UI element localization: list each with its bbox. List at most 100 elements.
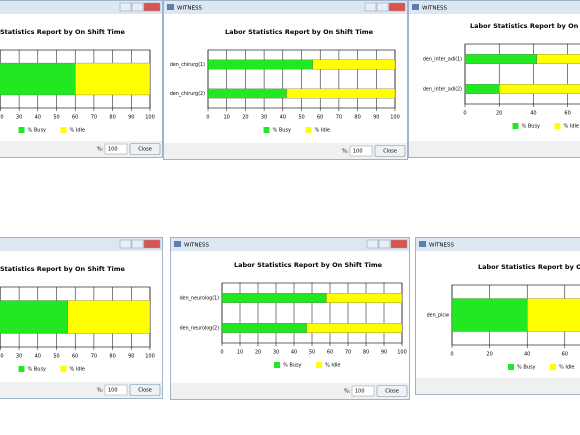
x-tick-label: 30 <box>16 354 22 360</box>
maximize-button[interactable] <box>378 239 391 249</box>
close-button-label: Close <box>385 389 399 395</box>
bar-segment <box>207 88 287 99</box>
x-tick-label: 70 <box>91 115 97 121</box>
window: Statistics Report by On Shift Time 20 30 40… <box>0 0 163 158</box>
bar-segment <box>207 59 313 70</box>
zoom-value: 100 <box>108 147 118 153</box>
close-button[interactable] <box>376 385 408 397</box>
title-bar <box>409 1 580 14</box>
x-tick-label: 100 <box>390 115 400 121</box>
zoom-box[interactable] <box>104 384 128 396</box>
x-tick-label: 30 <box>261 115 267 121</box>
zoom-label: %: <box>342 149 349 155</box>
legend-swatch <box>554 123 561 129</box>
zoom-label: %: <box>97 147 104 153</box>
close-window-button[interactable] <box>143 2 161 12</box>
x-tick-label: 0 <box>220 350 223 356</box>
x-tick-label: 60 <box>72 354 78 360</box>
x-tick-label: 50 <box>53 115 59 121</box>
minimize-button[interactable] <box>119 239 132 249</box>
zoom-box[interactable] <box>349 145 373 157</box>
x-tick-label: 60 <box>327 350 333 356</box>
close-button-label: Close <box>138 388 152 394</box>
zoom-value: 100 <box>355 389 365 395</box>
legend-label: % Busy <box>517 365 536 371</box>
close-button[interactable] <box>129 384 161 396</box>
legend-label: % Idle <box>559 365 574 371</box>
legend-label: % Idle <box>325 363 340 369</box>
x-tick-label: 40 <box>35 115 41 121</box>
x-tick-label: 40 <box>291 350 297 356</box>
legend-swatch <box>18 127 25 133</box>
x-tick-label: 80 <box>354 115 360 121</box>
legend-label: % Busy <box>283 363 302 369</box>
x-tick-label: 30 <box>16 115 22 121</box>
x-tick-label: 90 <box>128 115 134 121</box>
x-tick-label: 100 <box>145 354 155 360</box>
x-tick-label: 40 <box>524 352 530 358</box>
x-tick-label: 0 <box>450 352 453 358</box>
window: WITNESS Labor Statistics Report by On Shi… <box>408 0 580 158</box>
app-icon <box>174 241 181 247</box>
bar-segment <box>527 298 580 332</box>
legend-label: % Busy <box>28 367 47 373</box>
bar-segment <box>286 88 396 99</box>
maximize-button[interactable] <box>131 2 144 12</box>
legend-label: % Idle <box>70 128 85 134</box>
close-window-button[interactable] <box>388 2 406 12</box>
close-button[interactable] <box>129 143 161 155</box>
x-tick-label: 40 <box>530 111 536 117</box>
x-tick-label: 0 <box>463 111 466 117</box>
minimize-button[interactable] <box>366 239 379 249</box>
x-tick-label: 60 <box>562 352 568 358</box>
window: WITNESS Labor Statistics Report by On Shi… <box>163 0 408 160</box>
legend-label: % Idle <box>564 124 579 130</box>
bar-segment <box>221 323 307 333</box>
chart-title: Labor Statistics Report by On Shift Time <box>470 22 580 30</box>
close-button-label: Close <box>138 147 152 153</box>
status-strip <box>416 378 580 394</box>
zoom-value: 100 <box>108 388 118 394</box>
x-tick-label: 50 <box>53 354 59 360</box>
legend-swatch <box>274 362 280 368</box>
x-tick-label: 20 <box>0 354 4 360</box>
x-tick-label: 70 <box>345 350 351 356</box>
legend-swatch <box>60 127 67 133</box>
minimize-button[interactable] <box>364 2 377 12</box>
legend-swatch <box>512 123 519 129</box>
bar-segment <box>67 300 151 334</box>
legend-swatch <box>305 127 312 133</box>
bar-segment <box>536 54 580 64</box>
bar-segment <box>306 323 403 333</box>
category-label: den_neurolog(1) <box>180 296 220 302</box>
title-bar <box>171 238 409 251</box>
zoom-box[interactable] <box>351 385 375 397</box>
window: WITNESS Labor Statistics Report by On Shi… <box>170 237 410 400</box>
minimize-button[interactable] <box>119 2 132 12</box>
title-bar <box>164 1 407 14</box>
legend-swatch <box>263 127 270 133</box>
x-tick-label: 50 <box>298 115 304 121</box>
maximize-button[interactable] <box>131 239 144 249</box>
maximize-button[interactable] <box>376 2 389 12</box>
x-tick-label: 10 <box>237 350 243 356</box>
x-tick-label: 60 <box>317 115 323 121</box>
close-window-button[interactable] <box>390 239 408 249</box>
x-tick-label: 20 <box>242 115 248 121</box>
bar-segment <box>464 84 500 94</box>
category-label: den_neurolog(2) <box>180 326 220 332</box>
legend-swatch <box>18 366 25 372</box>
close-window-button[interactable] <box>143 239 161 249</box>
x-tick-label: 60 <box>72 115 78 121</box>
window-caption: WITNESS <box>422 6 448 12</box>
x-tick-label: 60 <box>564 111 570 117</box>
close-button[interactable] <box>374 145 406 157</box>
bar-segment <box>221 293 327 303</box>
chart-title: Labor Statistics Report by On Shift Time <box>234 261 383 269</box>
window-caption: WITNESS <box>429 243 455 249</box>
category-label: den_chirurg(1) <box>170 62 205 68</box>
zoom-box[interactable] <box>104 143 128 155</box>
category-label: den_inter_adi(1) <box>423 57 462 63</box>
x-tick-label: 40 <box>280 115 286 121</box>
